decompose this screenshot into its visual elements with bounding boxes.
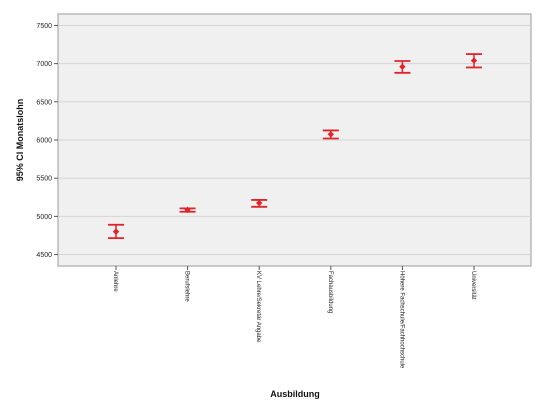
x-tick-label: Höhere Fachschule/Fachhochschule — [398, 271, 404, 369]
error-bar — [108, 223, 124, 240]
error-bar — [394, 60, 411, 74]
y-tick-label: 4500 — [36, 252, 52, 259]
x-tick-label: KV Lehre/Sekretär Angabe — [255, 271, 261, 343]
error-bar — [322, 129, 339, 140]
mean-marker — [327, 131, 334, 138]
y-tick-label: 7500 — [36, 23, 52, 30]
y-tick-label: 5500 — [36, 176, 52, 183]
error-bar — [251, 199, 268, 208]
x-tick-label: Berufslehre — [184, 271, 190, 302]
error-bars — [108, 53, 482, 240]
x-axis: Anlehre Berufslehre KV Lehre/Sekretär Anga… — [112, 266, 476, 369]
gridlines — [58, 24, 531, 256]
x-axis-title: Ausbildung — [270, 389, 320, 399]
y-tick-label: 6500 — [36, 99, 52, 106]
mean-marker — [184, 206, 191, 214]
x-tick-label: Anlehre — [112, 271, 118, 292]
x-tick-label: Fachausbildung — [327, 271, 333, 313]
y-axis-title: 95% CI Monatslohn — [15, 99, 25, 182]
mean-marker — [399, 63, 406, 70]
mean-marker — [256, 199, 263, 207]
mean-marker — [470, 57, 478, 64]
y-tick-label: 5000 — [36, 214, 52, 221]
x-tick-label: Universität — [470, 271, 476, 300]
y-tick-label: 7000 — [36, 61, 52, 68]
error-bar — [179, 206, 196, 214]
y-axis: 4500 5000 5500 6000 6500 7000 7500 — [36, 23, 58, 259]
mean-marker — [112, 228, 120, 235]
error-bar — [466, 53, 482, 69]
y-tick-label: 6000 — [36, 138, 52, 145]
